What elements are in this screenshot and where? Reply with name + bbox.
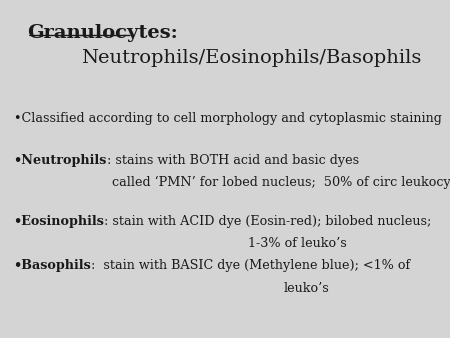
Text: : stain with ACID dye (Eosin-red); bilobed nucleus;: : stain with ACID dye (Eosin-red); bilob…: [104, 215, 432, 227]
Text: Granulocytes:: Granulocytes:: [27, 24, 178, 42]
Text: :  stain with BASIC dye (Methylene blue); <1% of: : stain with BASIC dye (Methylene blue);…: [91, 259, 410, 271]
Text: : stains with BOTH acid and basic dyes: : stains with BOTH acid and basic dyes: [107, 154, 359, 167]
Text: Neutrophils/Eosinophils/Basophils: Neutrophils/Eosinophils/Basophils: [81, 49, 421, 67]
Text: •Classified according to cell morphology and cytoplasmic staining: •Classified according to cell morphology…: [14, 112, 441, 124]
Text: •Eosinophils: •Eosinophils: [14, 215, 104, 227]
Text: •Neutrophils: •Neutrophils: [14, 154, 107, 167]
Text: 1-3% of leuko’s: 1-3% of leuko’s: [248, 237, 346, 249]
Text: called ‘PMN’ for lobed nucleus;  50% of circ leukocytes: called ‘PMN’ for lobed nucleus; 50% of c…: [112, 176, 450, 189]
Text: •Basophils: •Basophils: [14, 259, 91, 271]
Text: leuko’s: leuko’s: [284, 282, 329, 295]
